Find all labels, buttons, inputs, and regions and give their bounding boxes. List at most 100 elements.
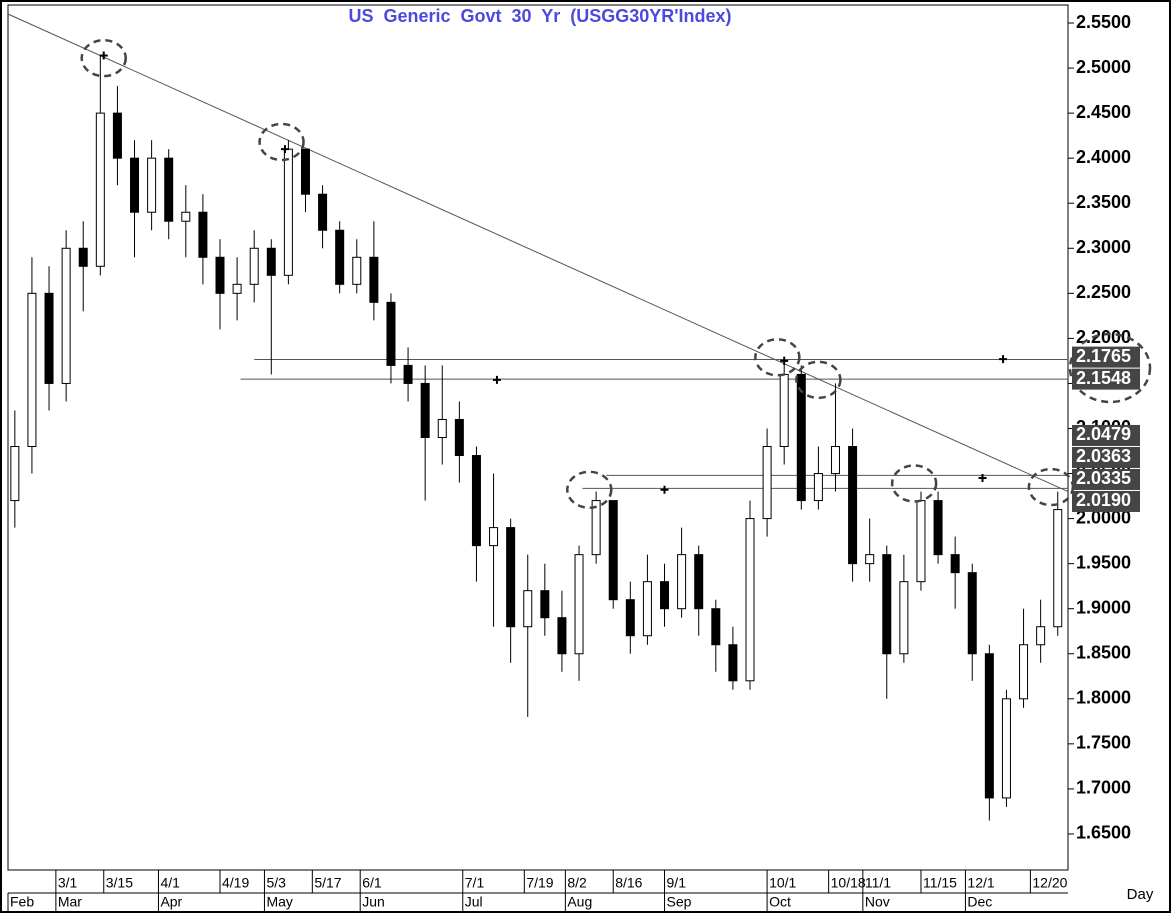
candle-body xyxy=(130,157,140,213)
marker xyxy=(780,356,789,365)
candle-body xyxy=(625,599,635,637)
price-label: 2.0479 xyxy=(1076,424,1131,444)
month-label: Nov xyxy=(865,894,890,910)
plot-area xyxy=(7,4,1069,871)
candle-body xyxy=(660,581,670,610)
candle-body xyxy=(745,518,755,682)
x-tick-label: 10/18 xyxy=(831,875,866,891)
candle-body xyxy=(830,446,840,475)
candle-body xyxy=(78,247,88,267)
month-label: Oct xyxy=(769,894,791,910)
y-tick-label: 1.7500 xyxy=(1076,733,1131,753)
candle-body xyxy=(711,608,721,646)
y-tick-label: 2.4500 xyxy=(1076,102,1131,122)
x-tick-label: 12/20 xyxy=(1032,875,1067,891)
y-tick-label: 2.4000 xyxy=(1076,147,1131,167)
candle-body xyxy=(813,473,823,502)
x-tick-label: 11/1 xyxy=(865,875,891,891)
candle-body xyxy=(1001,698,1011,799)
marker xyxy=(660,485,669,494)
x-tick-label: 7/19 xyxy=(526,875,553,891)
candle-body xyxy=(10,446,20,502)
candle-body xyxy=(1019,644,1029,700)
highlight-circle xyxy=(80,38,127,78)
marker xyxy=(999,355,1008,364)
candle-body xyxy=(95,112,105,267)
candle-body xyxy=(967,572,977,655)
candle-body xyxy=(352,256,362,285)
candle-body xyxy=(574,554,584,655)
y-tick-label: 1.8000 xyxy=(1076,688,1131,708)
candle-body xyxy=(899,581,909,655)
y-tick-label: 1.9000 xyxy=(1076,597,1131,617)
candle-body xyxy=(454,418,464,457)
candle-body xyxy=(437,418,447,438)
highlight-circle xyxy=(795,360,842,400)
candle-body xyxy=(147,157,157,213)
candle-body xyxy=(335,229,345,285)
x-axis-label: Day xyxy=(1127,886,1154,903)
x-tick-label: 3/1 xyxy=(58,875,78,891)
month-label: Jul xyxy=(465,894,483,910)
candle-body xyxy=(61,247,71,384)
x-tick-label: 10/1 xyxy=(769,875,796,891)
y-tick-label: 2.0000 xyxy=(1076,507,1131,527)
y-tick-label: 1.7000 xyxy=(1076,778,1131,798)
candle-body xyxy=(677,554,687,610)
candle-body xyxy=(386,301,396,366)
x-tick-label: 5/17 xyxy=(314,875,341,891)
candle-body xyxy=(848,446,858,565)
price-label: 2.0335 xyxy=(1076,468,1131,488)
x-tick-label: 12/1 xyxy=(967,875,994,891)
candle-body xyxy=(1036,626,1046,646)
month-label: Mar xyxy=(58,894,82,910)
price-label-box xyxy=(1072,446,1140,468)
candle-body xyxy=(318,193,328,231)
candle-body xyxy=(112,112,122,159)
candle-body xyxy=(471,455,481,547)
price-label-box xyxy=(1072,424,1140,446)
price-label-box xyxy=(1072,346,1140,368)
candle-body xyxy=(557,617,567,655)
candle-body xyxy=(215,256,225,294)
y-tick-label: 2.5500 xyxy=(1076,12,1131,32)
chart-title: US Generic Govt 30 Yr (USGG30YR'Index) xyxy=(348,6,731,26)
x-tick-label: 6/1 xyxy=(362,875,382,891)
candle-body xyxy=(420,382,430,438)
candle-body xyxy=(540,590,550,619)
candle-body xyxy=(779,373,789,448)
month-label: Feb xyxy=(10,894,34,910)
y-tick-label: 2.3000 xyxy=(1076,237,1131,257)
label-highlight xyxy=(1068,332,1152,404)
candle-body xyxy=(506,527,516,628)
candle-body xyxy=(796,373,806,502)
candle-body xyxy=(27,292,37,448)
y-tick-label: 2.5000 xyxy=(1076,57,1131,77)
candle-body xyxy=(403,364,413,384)
candle-body xyxy=(181,211,191,222)
candle-body xyxy=(950,554,960,574)
candle-body xyxy=(1053,509,1063,628)
marker xyxy=(978,474,987,483)
month-label: Dec xyxy=(967,894,992,910)
month-label: Apr xyxy=(160,894,182,910)
candle-body xyxy=(642,581,652,637)
price-label-box xyxy=(1072,468,1140,490)
x-tick-label: 5/3 xyxy=(266,875,286,891)
x-tick-label: 7/1 xyxy=(465,875,485,891)
y-tick-label: 2.3500 xyxy=(1076,192,1131,212)
candle-body xyxy=(728,644,738,682)
candle-body xyxy=(882,554,892,655)
marker xyxy=(280,145,289,154)
y-tick-label: 1.8500 xyxy=(1076,643,1131,663)
x-tick-label: 8/2 xyxy=(567,875,587,891)
candle-body xyxy=(489,527,499,547)
price-label-box xyxy=(1072,368,1140,390)
candle-body xyxy=(865,554,875,565)
candle-body xyxy=(762,446,772,520)
candle-body xyxy=(608,500,618,601)
candle-body xyxy=(984,653,994,799)
month-label: May xyxy=(266,894,292,910)
